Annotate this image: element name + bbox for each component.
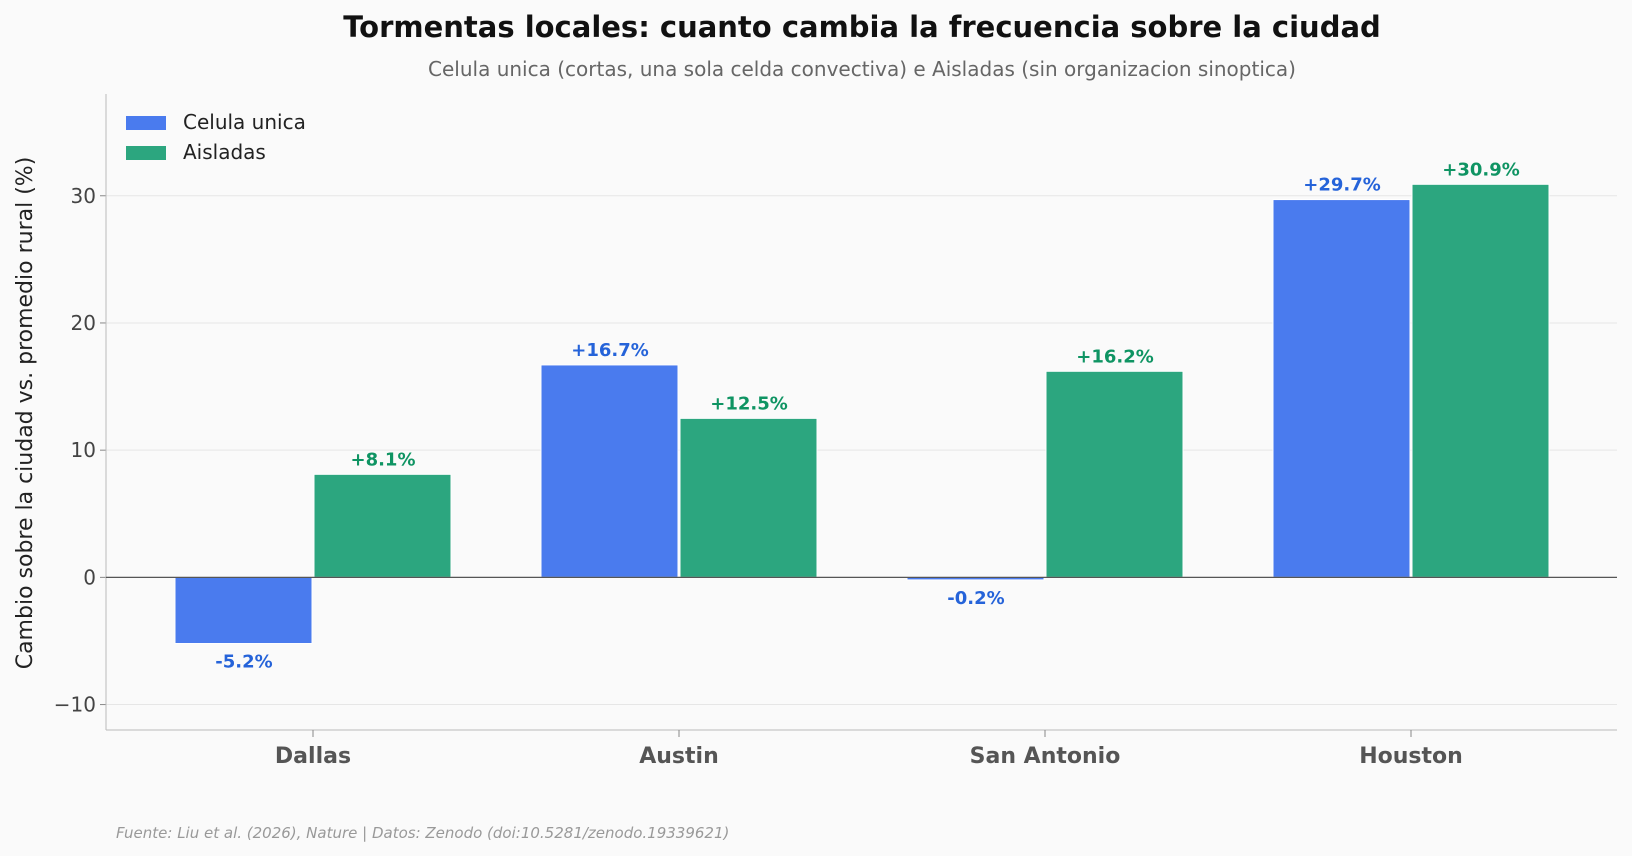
bar-celula-unica	[540, 364, 679, 578]
bar-aisladas	[679, 417, 818, 578]
data-label: -5.2%	[215, 652, 272, 673]
x-tick-label: Austin	[639, 744, 719, 769]
data-label: +8.1%	[350, 449, 415, 470]
y-axis-label: Cambio sobre la ciudad vs. promedio rura…	[13, 157, 38, 670]
legend: Celula unica Aisladas	[126, 110, 306, 164]
x-tick-label: Houston	[1359, 744, 1463, 769]
x-tick-labels: Dallas Austin San Antonio Houston	[275, 744, 1463, 769]
y-tick-labels: −10 0 10 20 30	[54, 184, 96, 717]
legend-entry: Celula unica	[183, 110, 306, 134]
x-tick-label: Dallas	[275, 744, 351, 769]
chart-title: Tormentas locales: cuanto cambia la frec…	[343, 10, 1381, 44]
y-tick-label: 30	[71, 184, 96, 208]
bar-aisladas	[1045, 370, 1184, 578]
y-tick-label: 20	[71, 311, 96, 335]
data-labels: -5.2% +8.1% +16.7% +12.5% -0.2% +16.2% +29.7% +…	[215, 159, 1519, 672]
legend-swatch	[126, 116, 166, 130]
axes	[100, 94, 1617, 737]
bars	[106, 183, 1617, 645]
data-label: +16.2%	[1076, 346, 1154, 367]
legend-swatch	[126, 146, 166, 160]
y-tick-label: 0	[83, 565, 96, 589]
y-tick-label: −10	[54, 693, 96, 717]
data-label: -0.2%	[947, 588, 1004, 609]
bar-celula-unica	[1272, 199, 1411, 578]
source-note: Fuente: Liu et al. (2026), Nature | Dato…	[116, 824, 729, 842]
chart-subtitle: Celula unica (cortas, una sola celda con…	[428, 57, 1296, 81]
y-tick-label: 10	[71, 438, 96, 462]
data-label: +29.7%	[1303, 175, 1381, 196]
bar-aisladas	[1411, 183, 1550, 578]
data-label: +12.5%	[710, 393, 788, 414]
data-label: +30.9%	[1442, 159, 1520, 180]
x-tick-label: San Antonio	[970, 744, 1121, 769]
data-label: +16.7%	[571, 340, 649, 361]
bar-celula-unica	[174, 576, 313, 645]
bar-aisladas	[313, 473, 452, 578]
legend-entry: Aisladas	[183, 140, 266, 164]
